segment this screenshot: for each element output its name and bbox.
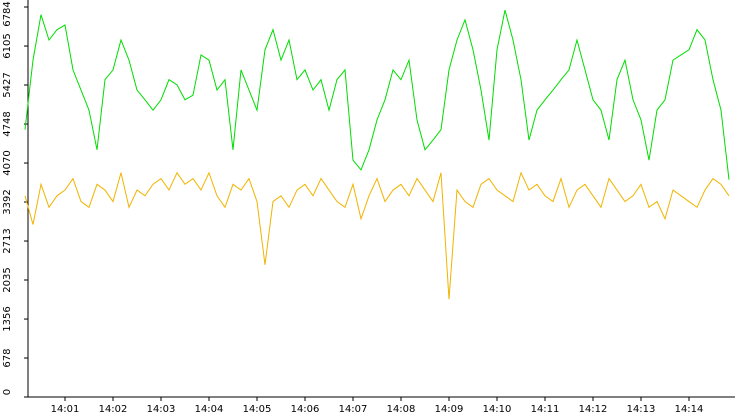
y-tick-label: 6105 <box>2 33 13 58</box>
x-tick-label: 14:03 <box>147 404 176 415</box>
series-line <box>24 9 730 180</box>
x-tick-label: 14:12 <box>579 404 608 415</box>
x-tick-label: 14:10 <box>483 404 512 415</box>
y-tick-label: 4070 <box>2 150 13 175</box>
y-tick-label: 2035 <box>2 267 13 292</box>
y-tick-label: 4748 <box>2 111 13 136</box>
x-tick-label: 14:13 <box>627 404 656 415</box>
series-line <box>24 171 730 300</box>
x-tick-label: 14:06 <box>291 404 320 415</box>
y-tick-label: 2713 <box>2 228 13 253</box>
x-tick-label: 14:09 <box>435 404 464 415</box>
x-tick-label: 14:05 <box>243 404 272 415</box>
y-tick-label: 3392 <box>2 189 13 214</box>
y-tick-label: 5427 <box>2 72 13 97</box>
x-tick-label: 14:14 <box>675 404 704 415</box>
y-tick-label: 0 <box>2 389 13 395</box>
y-tick-label: 1356 <box>2 306 13 331</box>
x-tick-label: 14:04 <box>195 404 224 415</box>
x-tick-label: 14:01 <box>51 404 80 415</box>
y-tick-label: 6784 <box>2 1 13 26</box>
x-tick-label: 14:08 <box>387 404 416 415</box>
y-tick-label: 678 <box>2 348 13 367</box>
x-tick-label: 14:07 <box>339 404 368 415</box>
x-tick-label: 14:02 <box>99 404 128 415</box>
x-tick-label: 14:11 <box>531 404 560 415</box>
